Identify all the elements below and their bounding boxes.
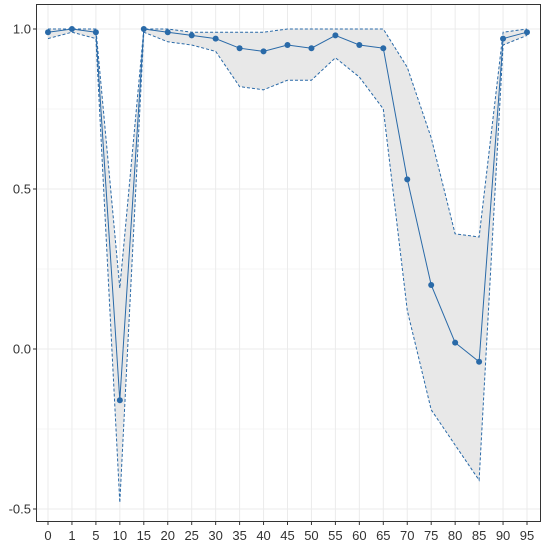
x-tick-label: 25 (184, 528, 198, 543)
x-tick-label: 90 (496, 528, 510, 543)
data-point (92, 29, 99, 36)
x-tick-label: 40 (256, 528, 270, 543)
x-tick-label: 80 (448, 528, 462, 543)
x-tick-label: 5 (92, 528, 99, 543)
x-tick-label: 0 (44, 528, 51, 543)
lower-bound-line (47, 31, 528, 503)
y-tick-label: 0.5 (13, 182, 31, 197)
data-point (188, 32, 195, 39)
data-point (380, 45, 387, 52)
data-point (428, 282, 435, 288)
plot-border (36, 4, 541, 522)
data-point (212, 35, 219, 42)
x-tick-label: 75 (424, 528, 438, 543)
x-tick-label: 50 (304, 528, 318, 543)
x-tick-label: 85 (472, 528, 486, 543)
x-tick-label: 60 (352, 528, 366, 543)
x-tick-label: 20 (161, 528, 175, 543)
data-point (404, 176, 411, 183)
data-point (68, 26, 75, 32)
x-tick-label: 55 (328, 528, 342, 543)
data-point (308, 45, 315, 52)
x-tick-label: 35 (232, 528, 246, 543)
data-point (116, 397, 123, 404)
data-point (164, 29, 171, 36)
x-tick-label: 65 (376, 528, 390, 543)
data-point (260, 48, 267, 55)
data-point (356, 42, 363, 48)
x-tick-label: 45 (280, 528, 294, 543)
y-tick-label: 0.0 (13, 342, 31, 357)
y-tick-label: -0.5 (9, 502, 31, 517)
x-tick-label: 30 (208, 528, 222, 543)
x-tick-label: 70 (400, 528, 414, 543)
confidence-band (48, 29, 527, 503)
data-point (524, 29, 530, 36)
y-tick-label: 1.0 (13, 22, 31, 37)
data-point (45, 29, 51, 36)
data-point (236, 45, 243, 52)
x-tick-label: 1 (68, 528, 75, 543)
x-tick-label: 95 (520, 528, 534, 543)
data-point (476, 358, 483, 365)
data-point (500, 35, 507, 42)
data-point (140, 26, 147, 32)
x-tick-label: 15 (137, 528, 151, 543)
data-point (452, 339, 459, 346)
x-tick-label: 10 (113, 528, 127, 543)
upper-bound-line (48, 28, 528, 289)
data-point (284, 42, 291, 48)
data-point (332, 32, 339, 39)
